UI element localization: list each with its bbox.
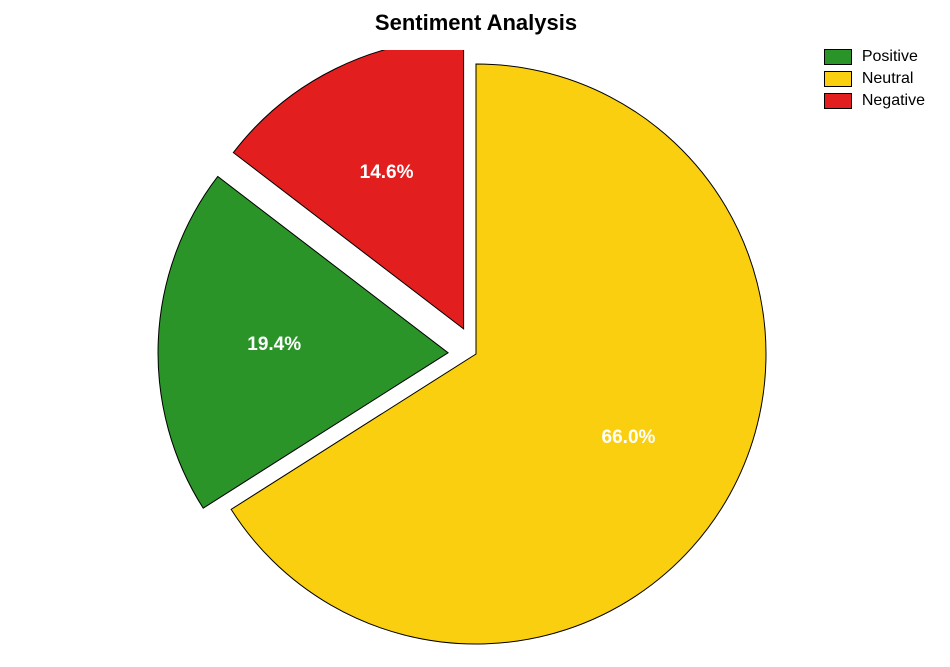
legend-label-positive: Positive — [862, 48, 918, 66]
legend-label-negative: Negative — [862, 92, 925, 110]
legend-swatch-neutral — [824, 71, 852, 87]
slice-label-neutral: 66.0% — [602, 427, 656, 448]
legend-item-negative: Negative — [824, 92, 925, 110]
slice-label-negative: 14.6% — [360, 162, 414, 183]
legend-label-neutral: Neutral — [862, 70, 914, 88]
legend-item-neutral: Neutral — [824, 70, 925, 88]
legend-swatch-negative — [824, 93, 852, 109]
slice-label-positive: 19.4% — [247, 334, 301, 355]
chart-title: Sentiment Analysis — [375, 10, 577, 36]
legend: Positive Neutral Negative — [824, 48, 925, 114]
legend-swatch-positive — [824, 49, 852, 65]
pie-chart: 66.0% 19.4% 14.6% — [0, 50, 950, 662]
legend-item-positive: Positive — [824, 48, 925, 66]
